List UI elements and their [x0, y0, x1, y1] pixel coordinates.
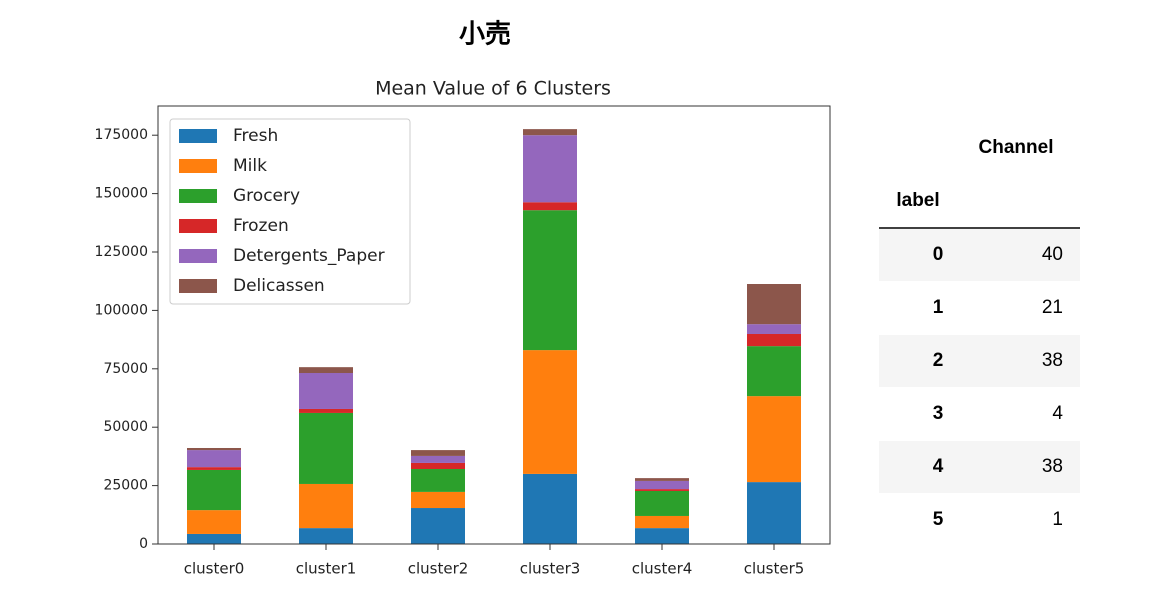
bar-segment — [635, 478, 689, 481]
bar-segment — [299, 483, 353, 529]
bar-segment — [523, 210, 577, 351]
bar-segment — [299, 528, 353, 544]
bar-segment — [523, 129, 577, 136]
bar-segment — [411, 462, 465, 470]
bar-segment — [635, 515, 689, 529]
table-cell: 40 — [1042, 244, 1063, 265]
bar-segment — [523, 350, 577, 474]
table-header: Channel — [979, 137, 1054, 158]
table-cell: 4 — [1052, 403, 1063, 424]
table-index: 0 — [933, 244, 944, 265]
table-cell: 38 — [1042, 350, 1063, 371]
legend-swatch — [179, 159, 217, 173]
bar-segment — [187, 467, 241, 470]
bar-segment — [747, 346, 801, 397]
chart-title: Mean Value of 6 Clusters — [375, 78, 611, 100]
bar-segment — [411, 450, 465, 456]
bar-segment — [523, 473, 577, 544]
bar-segment — [299, 408, 353, 413]
bar-segment — [187, 469, 241, 511]
legend-label: Frozen — [233, 216, 289, 236]
legend-swatch — [179, 189, 217, 203]
table-cell: 21 — [1042, 297, 1063, 318]
bar-segment — [635, 490, 689, 516]
y-tick-label: 0 — [139, 536, 148, 552]
y-tick-label: 50000 — [103, 419, 148, 435]
x-tick-label: cluster2 — [408, 560, 469, 578]
table-cell: 38 — [1042, 456, 1063, 477]
bar-segment — [747, 396, 801, 483]
bar-segment — [523, 135, 577, 203]
legend-box — [169, 118, 411, 305]
bar-segment — [299, 373, 353, 409]
y-tick-label: 150000 — [95, 186, 148, 202]
bar-segment — [187, 450, 241, 468]
bar-segment — [635, 480, 689, 490]
bar-segment — [411, 491, 465, 509]
y-tick-label: 25000 — [103, 478, 148, 494]
legend-label: Fresh — [233, 126, 278, 146]
bar-segment — [187, 447, 241, 451]
bar-segment — [747, 284, 801, 325]
legend-label: Delicassen — [233, 276, 325, 296]
bar-segment — [411, 455, 465, 463]
table-index: 2 — [933, 350, 944, 371]
bar-segment — [187, 533, 241, 544]
bar-segment — [747, 333, 801, 347]
table-index: 5 — [933, 509, 944, 530]
table-row-bg — [879, 335, 1080, 387]
x-tick-label: cluster4 — [632, 560, 693, 578]
table-index: 1 — [933, 297, 944, 318]
page-title: 小売 — [459, 20, 511, 50]
bar-segment — [411, 469, 465, 492]
legend-label: Milk — [233, 156, 267, 176]
bar-segment — [635, 489, 689, 491]
x-tick-label: cluster3 — [520, 560, 581, 578]
x-tick-label: cluster0 — [184, 560, 245, 578]
table-row-bg — [879, 441, 1080, 493]
legend-label: Grocery — [233, 186, 300, 206]
bar-segment — [187, 510, 241, 534]
legend-swatch — [179, 129, 217, 143]
bar-segment — [635, 528, 689, 544]
y-tick-label: 75000 — [103, 361, 148, 377]
bar-segment — [299, 367, 353, 374]
y-tick-label: 125000 — [95, 244, 148, 260]
y-tick-label: 175000 — [95, 127, 148, 143]
bar-segment — [411, 508, 465, 544]
table-index-name: label — [896, 190, 939, 211]
table-index: 3 — [933, 403, 944, 424]
plot-frame — [157, 105, 831, 545]
legend-swatch — [179, 219, 217, 233]
table-cell: 1 — [1052, 509, 1063, 530]
x-tick-label: cluster5 — [744, 560, 805, 578]
legend-swatch — [179, 249, 217, 263]
y-tick-label: 100000 — [95, 302, 148, 318]
bar-segment — [747, 324, 801, 334]
bar-segment — [747, 482, 801, 544]
legend-swatch — [179, 279, 217, 293]
table-index: 4 — [933, 456, 944, 477]
legend-label: Detergents_Paper — [233, 246, 385, 266]
bar-segment — [523, 202, 577, 211]
table-row-bg — [879, 229, 1080, 281]
bar-segment — [299, 412, 353, 484]
x-tick-label: cluster1 — [296, 560, 357, 578]
